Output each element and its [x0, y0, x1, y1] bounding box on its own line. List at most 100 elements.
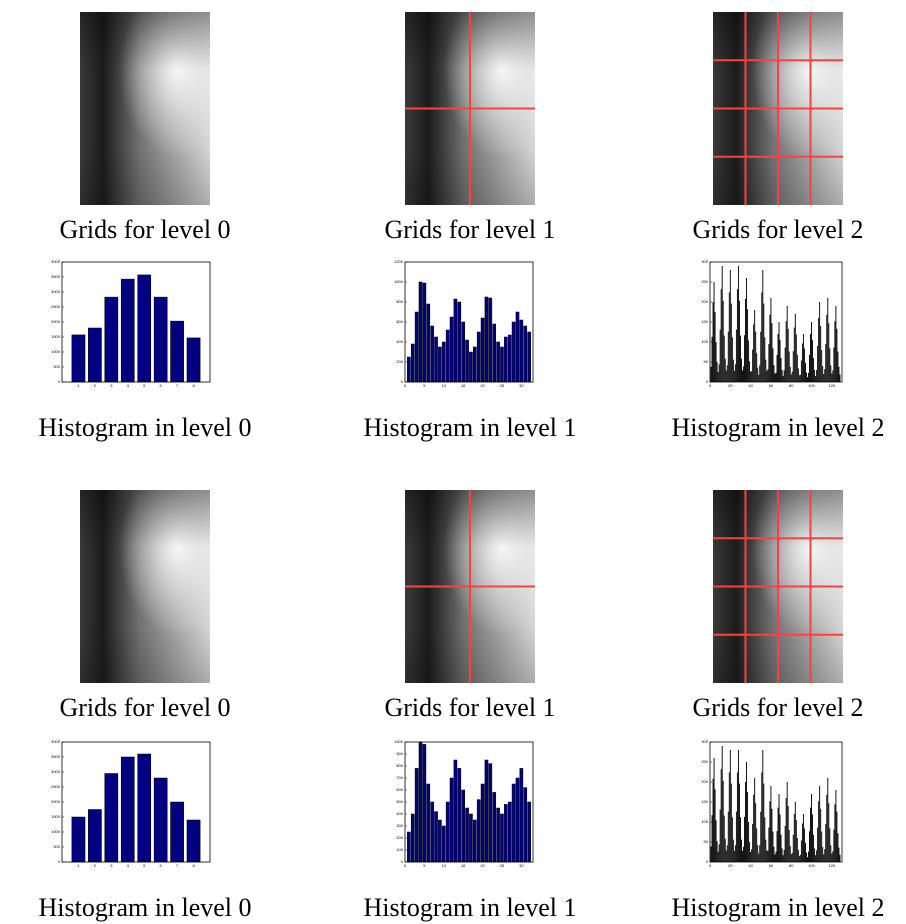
bar [722, 780, 724, 862]
bar [722, 300, 724, 382]
image-shade [80, 12, 210, 205]
bar [780, 834, 782, 862]
y-tick-label: 800 [396, 299, 403, 304]
bar [762, 750, 764, 862]
bar [515, 777, 520, 863]
bar [445, 329, 450, 383]
bar [710, 366, 712, 382]
x-tick-label: 5 [423, 863, 426, 868]
bar [430, 325, 434, 383]
bar [737, 750, 739, 862]
bar [789, 366, 791, 382]
y-tick-label: 500 [53, 364, 60, 369]
bar [793, 814, 795, 862]
y-tick-label: 0 [58, 379, 61, 384]
bar [830, 365, 832, 382]
y-tick-label: 1000 [51, 829, 61, 834]
bar [120, 278, 135, 383]
bar [484, 759, 489, 863]
bar [774, 373, 776, 382]
bar [797, 368, 799, 382]
y-tick-label: 1500 [51, 814, 61, 819]
bar [790, 374, 792, 382]
bar [511, 321, 516, 383]
bar [732, 839, 734, 862]
bar [778, 322, 780, 382]
bar [753, 324, 755, 382]
x-tick-label: 6 [160, 863, 163, 868]
x-tick-label: 10 [442, 863, 447, 868]
bar [808, 372, 809, 382]
bar [779, 814, 781, 862]
bar [835, 790, 837, 862]
x-tick-label: 8 [192, 383, 195, 388]
x-tick-label: 25 [500, 383, 505, 388]
bar [819, 786, 821, 862]
bar [186, 819, 201, 863]
x-tick-label: 4 [127, 863, 130, 868]
bar [457, 301, 462, 383]
bar [750, 371, 752, 382]
bar [787, 328, 789, 382]
bar [807, 857, 808, 862]
bar [788, 351, 790, 382]
bar [802, 334, 804, 382]
bar [828, 803, 830, 862]
bar [816, 370, 818, 382]
bar [418, 741, 423, 863]
bar [426, 303, 431, 383]
bar [816, 850, 818, 862]
x-tick-label: 0 [709, 383, 712, 388]
y-tick-label: 250 [701, 759, 708, 764]
bar [750, 852, 752, 862]
y-tick-label: 4000 [51, 739, 61, 744]
bar [812, 814, 814, 862]
bar [153, 296, 168, 383]
bar [441, 825, 446, 863]
bar [170, 801, 184, 863]
bar [718, 844, 720, 862]
bar [807, 377, 808, 382]
bar [762, 270, 764, 382]
bar [737, 266, 739, 382]
bar [798, 856, 800, 862]
bar [814, 848, 816, 862]
bar [792, 834, 794, 862]
y-tick-label: 4000 [51, 259, 61, 264]
bar [473, 819, 477, 863]
bar [748, 822, 750, 862]
x-tick-label: 20 [480, 863, 485, 868]
y-tick-label: 2500 [51, 784, 61, 789]
bar [717, 372, 719, 382]
x-tick-label: 120 [829, 383, 836, 388]
bar [88, 327, 102, 383]
bar [422, 744, 427, 863]
bar [764, 337, 766, 382]
bar [480, 317, 485, 383]
bar [729, 270, 731, 382]
histogram-caption: Histogram in level 1 [363, 413, 576, 442]
bar [815, 376, 817, 382]
bar [716, 841, 718, 862]
bar [734, 364, 736, 382]
bar [772, 348, 774, 382]
bar [829, 348, 831, 382]
bar [834, 321, 836, 382]
bar [827, 298, 829, 382]
bar [763, 303, 765, 382]
x-tick-label: 1 [77, 863, 80, 868]
bar [729, 750, 731, 862]
bar [743, 366, 744, 382]
bar [741, 358, 742, 382]
bar [751, 849, 753, 862]
bar [760, 811, 762, 862]
bar [504, 336, 508, 383]
bar [773, 365, 775, 382]
bar [806, 852, 807, 862]
bar [410, 813, 415, 863]
bar [839, 374, 841, 382]
bar [738, 300, 740, 382]
bar [810, 334, 811, 382]
bar [711, 336, 713, 382]
bar [735, 329, 737, 382]
